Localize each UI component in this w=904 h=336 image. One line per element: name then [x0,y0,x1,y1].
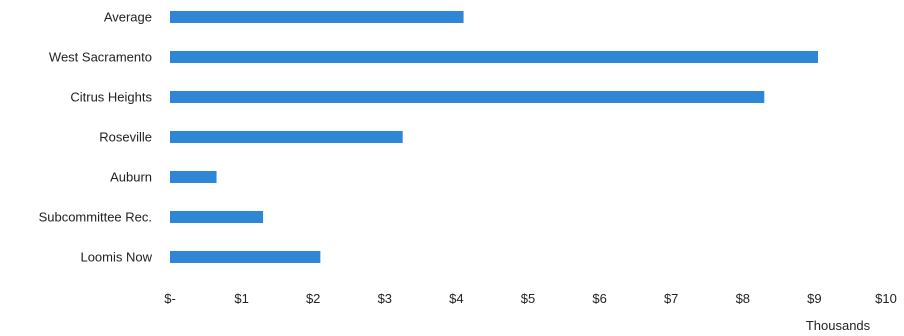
bar [170,171,217,183]
category-label: Roseville [99,130,152,145]
x-tick-label: $7 [664,291,678,306]
category-label: Loomis Now [80,250,152,265]
bars [170,11,818,263]
x-tick-label: $9 [807,291,821,306]
category-label: Auburn [110,170,152,185]
x-axis-title: Thousands [806,318,871,333]
bar [170,211,264,223]
category-label: Average [104,10,152,25]
bar [170,131,403,143]
x-tick-labels: $- $1 $2 $3 $4 $5 $6 $7 $8 $9 $10 [164,291,897,306]
bar [170,51,818,63]
x-tick-label: $1 [234,291,248,306]
category-label: Subcommittee Rec. [39,210,152,225]
category-labels: Average West Sacramento Citrus Heights Rose… [39,10,153,265]
bar [170,91,765,103]
x-tick-label: $4 [449,291,463,306]
x-tick-label: $6 [592,291,606,306]
x-tick-label: $2 [306,291,320,306]
x-tick-label: $8 [736,291,750,306]
bar [170,251,321,263]
x-tick-label: $10 [875,291,897,306]
x-tick-label: $5 [521,291,535,306]
x-tick-label: $3 [378,291,392,306]
category-label: Citrus Heights [70,90,152,105]
bar [170,11,464,23]
x-tick-label: $- [164,291,176,306]
category-label: West Sacramento [49,50,152,65]
